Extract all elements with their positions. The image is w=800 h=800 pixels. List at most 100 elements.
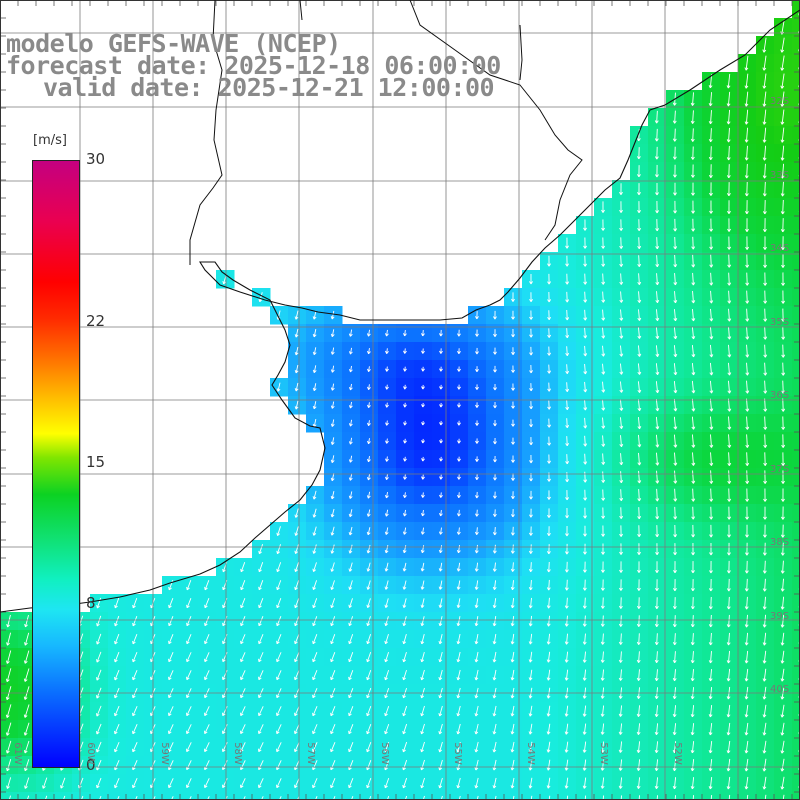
wind-arrow <box>637 273 642 285</box>
colorbar <box>32 160 80 768</box>
wind-arrow <box>258 544 264 555</box>
wind-arrow <box>439 474 443 480</box>
wind-arrow <box>637 291 642 303</box>
wind-cell <box>324 792 343 800</box>
wind-cell <box>72 792 91 800</box>
wind-arrow <box>673 543 677 556</box>
wind-arrow <box>493 420 497 427</box>
wind-arrow <box>294 328 299 338</box>
wind-arrow <box>655 182 659 196</box>
wind-arrow <box>385 366 389 372</box>
wind-arrow <box>619 417 624 429</box>
wind-arrow <box>601 543 605 555</box>
wind-arrow <box>691 290 696 304</box>
wind-arrow <box>547 292 552 303</box>
wind-arrow <box>294 364 299 374</box>
wind-arrow <box>565 273 570 285</box>
wind-arrow <box>709 488 714 502</box>
wind-arrow <box>780 199 785 215</box>
wind-arrow <box>763 488 767 502</box>
wind-arrow <box>781 434 786 448</box>
wind-arrow <box>726 91 731 107</box>
wind-arrow <box>583 291 588 303</box>
wind-arrow <box>745 272 750 286</box>
wind-cell <box>450 792 469 800</box>
wind-arrow <box>726 127 731 143</box>
lon-label: 54W <box>524 742 536 765</box>
wind-arrow <box>763 362 768 376</box>
wind-arrow <box>312 544 317 554</box>
wind-arrow <box>565 346 570 357</box>
wind-cell <box>54 792 73 800</box>
wind-arrow <box>745 254 750 268</box>
wind-arrow <box>457 456 461 462</box>
wind-arrow <box>402 545 407 554</box>
wind-arrow <box>601 489 606 501</box>
wind-arrow <box>529 490 533 500</box>
wind-arrow <box>673 291 678 304</box>
wind-arrow <box>781 254 785 268</box>
wind-arrow <box>708 146 713 161</box>
colorbar-tick-label: 15 <box>86 453 106 471</box>
wind-arrow <box>691 272 696 286</box>
wind-arrow <box>727 218 731 232</box>
wind-arrow <box>294 526 299 536</box>
wind-arrow <box>654 110 659 124</box>
wind-arrow <box>673 345 678 358</box>
wind-arrow <box>547 255 551 267</box>
wind-arrow <box>510 544 515 554</box>
wind-arrow <box>637 237 642 250</box>
wind-arrow <box>348 455 353 463</box>
wind-arrow <box>456 527 461 535</box>
wind-arrow <box>709 308 714 322</box>
wind-arrow <box>547 400 552 410</box>
wind-arrow <box>493 310 497 320</box>
wind-arrow <box>547 310 552 321</box>
wind-arrow <box>529 328 533 338</box>
wind-arrow <box>601 381 606 393</box>
wind-arrow <box>492 527 497 536</box>
wind-arrow <box>421 492 425 498</box>
wind-arrow <box>403 366 407 372</box>
wind-cell <box>504 792 523 800</box>
wind-arrow <box>438 527 443 535</box>
wind-arrow <box>636 147 641 160</box>
wind-cell <box>792 270 800 289</box>
wind-arrow <box>565 309 570 321</box>
wind-arrow <box>619 201 623 213</box>
wind-arrow <box>762 524 767 538</box>
lat-label: 40S <box>770 684 790 695</box>
wind-arrow <box>276 544 281 555</box>
wind-arrow <box>403 438 407 444</box>
wind-arrow <box>780 163 785 179</box>
wind-arrow <box>691 362 696 376</box>
wind-arrow <box>294 508 299 518</box>
wind-arrow <box>619 471 624 484</box>
wind-arrow <box>529 455 533 464</box>
wind-arrow <box>726 73 731 89</box>
wind-arrow <box>565 364 570 374</box>
wind-arrow <box>601 237 606 249</box>
wind-arrow <box>601 273 606 285</box>
wind-arrow <box>438 545 443 554</box>
wind-arrow <box>348 526 353 536</box>
wind-arrow <box>637 452 642 466</box>
wind-arrow <box>511 455 515 463</box>
wind-arrow <box>655 470 660 484</box>
wind-arrow <box>601 327 606 339</box>
wind-arrow <box>619 273 624 285</box>
wind-arrow <box>673 434 678 448</box>
wind-arrow <box>475 311 479 320</box>
wind-arrow <box>547 328 552 338</box>
wind-arrow <box>583 543 587 555</box>
wind-arrow <box>744 145 749 161</box>
wind-arrow <box>583 309 588 321</box>
wind-cell <box>792 36 800 55</box>
wind-arrow <box>384 329 389 337</box>
wind-arrow <box>511 365 515 373</box>
lon-label: 60W <box>85 742 97 765</box>
wind-arrow <box>619 291 624 303</box>
wind-arrow <box>511 491 515 499</box>
wind-arrow <box>348 329 353 337</box>
wind-arrow <box>763 380 768 394</box>
